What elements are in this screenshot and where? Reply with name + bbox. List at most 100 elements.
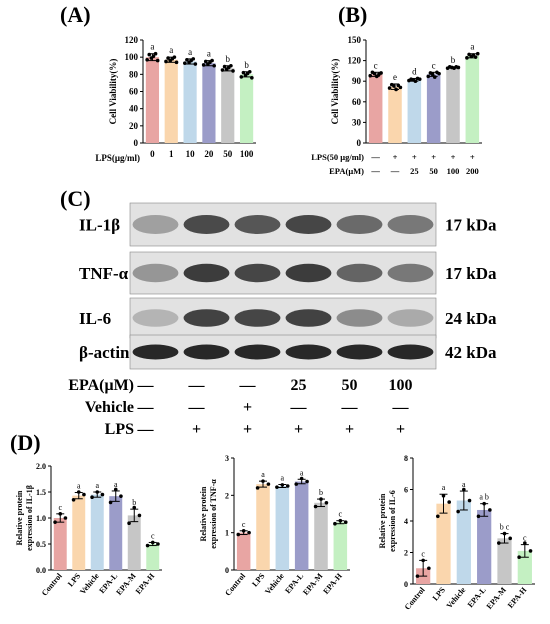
blot-band	[285, 344, 332, 360]
chart-a-data-point	[241, 70, 246, 75]
chart-b-bar	[426, 74, 441, 143]
chart-a-data-point	[222, 64, 227, 69]
chart-d1-significance-letter: a	[77, 482, 81, 491]
chart-a-significance-letter: b	[244, 60, 249, 70]
chart-d1-significance-letter: a	[95, 481, 99, 490]
chart-d3-significance-letter: a	[442, 483, 446, 492]
chart-d2-y-tick-label: 1	[225, 529, 229, 538]
chart-b-condition-label: EPA(μM)	[329, 166, 364, 176]
chart-a-data-point	[193, 62, 198, 66]
chart-a-data-point	[250, 75, 254, 80]
chart-a-bar	[239, 74, 254, 143]
chart-a-data-point	[155, 58, 160, 63]
chart-d2-bar	[294, 481, 309, 570]
chart-d1-significance-letter: c	[58, 503, 62, 512]
chart-b-data-point	[437, 71, 441, 76]
blot-band	[387, 215, 434, 234]
chart-b-condition-value: 100	[447, 166, 460, 176]
panel-label-a: (A)	[60, 2, 91, 27]
chart-d3-data-point	[441, 494, 446, 498]
chart-a-bar	[202, 63, 216, 143]
chart-d1-data-point	[156, 542, 160, 546]
blot-band	[336, 215, 383, 234]
chart-d3-y-axis-label: expression of IL-6	[388, 490, 397, 552]
blot-strip	[129, 251, 437, 295]
blot-band	[285, 215, 332, 234]
chart-a-data-point	[239, 75, 244, 79]
chart-d3-y-tick-label: 6	[404, 486, 408, 495]
blot-condition-value: —	[137, 421, 155, 438]
blot-band	[387, 309, 434, 327]
chart-b-data-point	[368, 73, 373, 78]
blot-condition-value: —	[137, 377, 155, 394]
chart-d3-significance-letter: a b	[479, 493, 489, 502]
chart-b-significance-letter: d	[412, 66, 417, 76]
chart-d2-data-point	[305, 479, 309, 484]
chart-a-significance-letter: a	[150, 42, 154, 52]
chart-b-bar	[368, 74, 383, 143]
chart-a-y-tick-label: 60	[129, 87, 139, 97]
chart-d3-data-point	[517, 555, 521, 560]
chart-b-data-point	[432, 75, 437, 79]
chart-d2-data-point	[343, 520, 348, 525]
blot-band	[183, 263, 230, 283]
chart-d1-data-point	[82, 492, 86, 497]
chart-a-data-point	[174, 60, 179, 65]
chart-b-condition-label: LPS(50 μg/ml)	[311, 152, 364, 162]
chart-d1-category-label: LPS	[66, 571, 83, 588]
chart-b-data-point	[426, 74, 431, 79]
chart-b-bar	[465, 55, 480, 143]
blot-protein-label: IL-1β	[79, 216, 120, 235]
chart-d3-data-point	[467, 498, 472, 503]
blot-condition-label: LPS	[105, 421, 134, 438]
blot-condition-value: —	[239, 377, 257, 394]
chart-d2-data-point	[324, 501, 329, 505]
blot-condition-label: Vehicle	[85, 399, 134, 416]
chart-d2-data-point	[285, 484, 290, 488]
chart-d1-bar	[90, 494, 104, 570]
blot-condition-value: +	[345, 421, 354, 438]
chart-d1-category-label: Vehicle	[78, 571, 101, 596]
chart-d3-data-point	[462, 487, 466, 492]
chart-a-bar	[164, 59, 178, 143]
chart-d1-data-point	[100, 492, 105, 497]
chart-b-significance-letter: c	[432, 60, 436, 70]
chart-d2-bar	[256, 484, 270, 570]
panel-label-d: (D)	[10, 430, 41, 455]
blot-condition-value: 25	[291, 377, 307, 394]
chart-d1-data-point	[58, 512, 63, 516]
chart-b-y-tick-label: 120	[348, 56, 362, 66]
chart-a-data-point	[203, 59, 208, 64]
chart-d2-data-point	[319, 497, 323, 501]
chart-a-y-tick-label: 100	[125, 52, 139, 62]
chart-a-significance-letter: b	[226, 54, 231, 64]
blot-protein-label: TNF-α	[79, 264, 129, 283]
chart-d1-bar	[72, 495, 86, 570]
blot-band	[336, 344, 383, 360]
blot-band	[132, 215, 179, 234]
chart-d3-data-point	[427, 566, 431, 571]
chart-d1-data-point	[108, 500, 113, 505]
chart-d1-y-tick-label: 1.5	[36, 488, 46, 497]
chart-a-significance-letter: a	[188, 47, 192, 57]
chart-d2-data-point	[280, 483, 285, 487]
chart-b-data-point	[473, 55, 478, 59]
blot-kda-label: 17 kDa	[445, 216, 497, 235]
blot-band	[132, 263, 179, 283]
chart-b-data-point	[430, 72, 435, 77]
chart-b-y-axis-label: Cell Viability(%)	[330, 59, 340, 125]
chart-d2-bar	[333, 522, 348, 570]
chart-a-bar	[145, 57, 160, 143]
chart-d1-data-point	[63, 516, 68, 520]
blot-strip	[129, 334, 437, 370]
chart-a-data-point	[212, 63, 216, 68]
chart-a-y-tick-label: 0	[134, 138, 139, 148]
chart-a-significance-letter: a	[169, 45, 173, 55]
panel-label-c: (C)	[60, 186, 91, 211]
chart-d3-data-point	[421, 558, 425, 563]
blot-condition-value: —	[392, 399, 410, 416]
blot-protein-label: β-actin	[79, 343, 130, 362]
chart-d1-y-tick-label: 2.0	[36, 462, 46, 471]
chart-b-y-tick-label: 30	[352, 117, 362, 127]
